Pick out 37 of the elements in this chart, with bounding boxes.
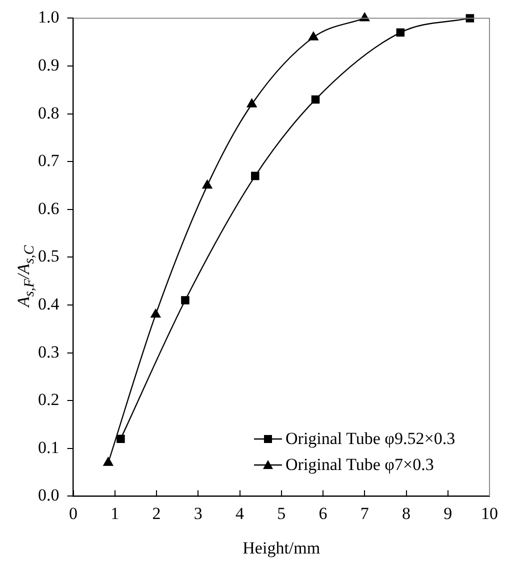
point bbox=[116, 434, 125, 443]
y-tick-label: 0.9 bbox=[38, 55, 60, 74]
point bbox=[311, 95, 320, 104]
point bbox=[466, 14, 474, 22]
x-tick-label: 5 bbox=[277, 504, 286, 523]
y-tick-label: 0.7 bbox=[38, 151, 60, 170]
x-tick-label: 2 bbox=[152, 504, 161, 523]
y-tick-label: 0.2 bbox=[38, 390, 60, 410]
point bbox=[150, 308, 161, 318]
y-tick-label: 0.8 bbox=[38, 103, 60, 122]
y-tick-label: 0.0 bbox=[38, 486, 60, 505]
y-tick-label: 0.5 bbox=[38, 246, 60, 266]
point bbox=[360, 12, 370, 22]
x-tick-label: 8 bbox=[402, 504, 410, 523]
y-tick-label: 1.0 bbox=[38, 8, 60, 27]
x-tick-label: 3 bbox=[194, 504, 202, 523]
legend-label: Original Tube φ7×0.3 bbox=[286, 455, 434, 476]
x-tick-label: 10 bbox=[481, 504, 498, 523]
x-axis-title: Height/mm bbox=[242, 538, 320, 558]
point bbox=[396, 28, 405, 37]
x-tick-label: 7 bbox=[360, 504, 370, 523]
legend-label: Original Tube φ9.52×0.3 bbox=[286, 429, 456, 450]
point bbox=[246, 98, 257, 108]
y-tick-label: 0.6 bbox=[38, 198, 60, 218]
point bbox=[103, 457, 114, 466]
x-tick-label: 1 bbox=[110, 504, 120, 523]
x-tick-label: 9 bbox=[444, 504, 452, 523]
y-tick-label: 0.4 bbox=[38, 294, 60, 314]
x-tick-label: 0 bbox=[69, 504, 78, 523]
point bbox=[181, 296, 190, 304]
point bbox=[251, 172, 260, 180]
point bbox=[202, 180, 212, 189]
y-tick-label: 0.3 bbox=[38, 342, 60, 362]
point bbox=[308, 32, 318, 40]
x-tick-label: 4 bbox=[236, 504, 244, 523]
x-tick-label: 6 bbox=[318, 504, 328, 523]
y-tick-label: 0.1 bbox=[38, 438, 60, 457]
